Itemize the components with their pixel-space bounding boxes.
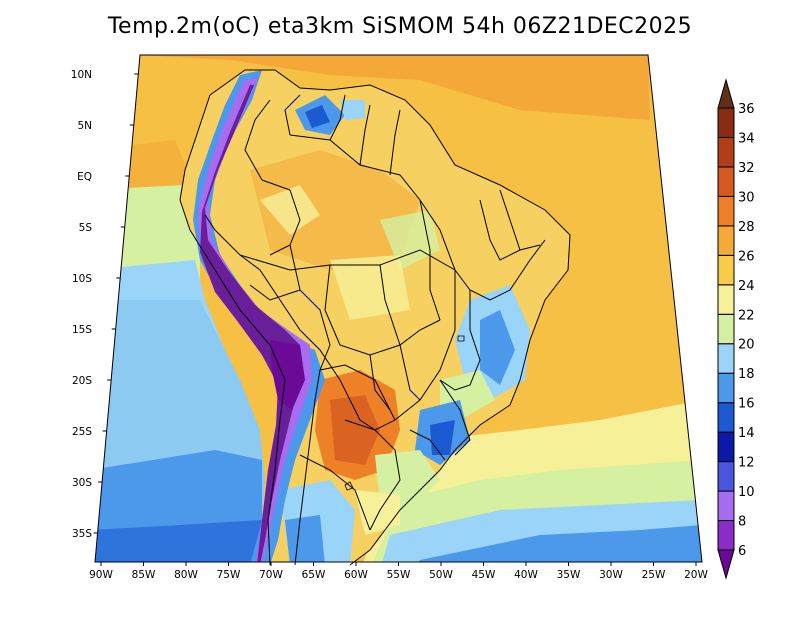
lon-tick-label: 35W bbox=[557, 569, 581, 581]
lat-tick-label: 5S bbox=[79, 222, 93, 234]
colorbar-label: 14 bbox=[738, 426, 755, 441]
lat-tick-label: 15S bbox=[72, 324, 92, 336]
lon-tick-label: 75W bbox=[217, 569, 241, 581]
map-title: Temp.2m(oC) eta3km SiSMOM 54h 06Z21DEC20… bbox=[107, 14, 693, 39]
latitude-axis: 10N 5N EQ 5S 10S 15S 20S 25S 30S 35S bbox=[71, 69, 139, 540]
lon-tick-label: 60W bbox=[344, 569, 368, 581]
colorbar-band bbox=[717, 490, 735, 522]
lon-tick-label: 45W bbox=[472, 569, 496, 581]
colorbar-band bbox=[717, 195, 735, 227]
colorbar-band bbox=[717, 431, 735, 463]
colorbar-label: 18 bbox=[738, 367, 755, 382]
lon-tick-label: 50W bbox=[429, 569, 453, 581]
colorbar-band bbox=[717, 343, 735, 374]
map-frame bbox=[94, 54, 703, 563]
colorbar-band bbox=[717, 402, 735, 433]
temperature-field bbox=[95, 55, 702, 562]
colorbar-label: 20 bbox=[738, 338, 755, 353]
colorbar-label: 34 bbox=[738, 131, 755, 146]
colorbar-max-arrow bbox=[717, 78, 735, 109]
colorbar-band bbox=[717, 254, 735, 286]
colorbar-label: 24 bbox=[738, 279, 755, 294]
lon-tick-label: 90W bbox=[89, 569, 113, 581]
colorbar-band bbox=[717, 136, 735, 168]
colorbar-label: 12 bbox=[738, 456, 755, 471]
colorbar-label: 8 bbox=[738, 515, 746, 530]
lat-tick-label: 30S bbox=[72, 477, 92, 489]
colorbar-band bbox=[717, 461, 735, 492]
lat-tick-label: 10N bbox=[71, 69, 92, 81]
political-borders bbox=[179, 69, 571, 566]
colorbar-band bbox=[717, 166, 735, 197]
colorbar-min-arrow bbox=[717, 549, 735, 580]
colorbar-label: 10 bbox=[738, 485, 755, 500]
colorbar-band bbox=[717, 225, 735, 256]
colorbar: 6 8 10 12 14 16 18 20 22 24 26 28 30 32 34 36 bbox=[717, 78, 755, 580]
colorbar-label: 36 bbox=[738, 102, 755, 117]
colorbar-label: 28 bbox=[738, 220, 755, 235]
lat-tick-label: EQ bbox=[77, 171, 92, 183]
colorbar-label: 32 bbox=[738, 161, 755, 176]
lon-tick-label: 65W bbox=[302, 569, 326, 581]
colorbar-band bbox=[717, 520, 735, 551]
lat-tick-label: 20S bbox=[72, 375, 92, 387]
colorbar-label: 16 bbox=[738, 397, 755, 412]
lon-tick-label: 80W bbox=[174, 569, 198, 581]
longitude-axis: 90W 85W 80W 75W 70W 65W 60W 55W 50W 45W 40W 35W 30W 2… bbox=[89, 562, 708, 581]
lon-tick-label: 30W bbox=[599, 569, 623, 581]
lon-tick-label: 20W bbox=[684, 569, 708, 581]
colorbar-band bbox=[717, 284, 735, 315]
lat-tick-label: 5N bbox=[77, 120, 92, 132]
lon-tick-label: 40W bbox=[514, 569, 538, 581]
lat-tick-label: 25S bbox=[72, 426, 92, 438]
lon-tick-label: 70W bbox=[259, 569, 283, 581]
colorbar-label: 30 bbox=[738, 190, 755, 205]
colorbar-band bbox=[717, 107, 735, 138]
colorbar-band bbox=[717, 372, 735, 404]
lon-tick-label: 25W bbox=[642, 569, 666, 581]
lat-tick-label: 10S bbox=[72, 273, 92, 285]
lon-tick-label: 85W bbox=[132, 569, 156, 581]
colorbar-label: 6 bbox=[738, 544, 746, 559]
colorbar-label: 22 bbox=[738, 308, 755, 323]
lon-tick-label: 55W bbox=[387, 569, 411, 581]
colorbar-band bbox=[717, 313, 735, 345]
lat-tick-label: 35S bbox=[72, 528, 92, 540]
colorbar-label: 26 bbox=[738, 249, 755, 264]
